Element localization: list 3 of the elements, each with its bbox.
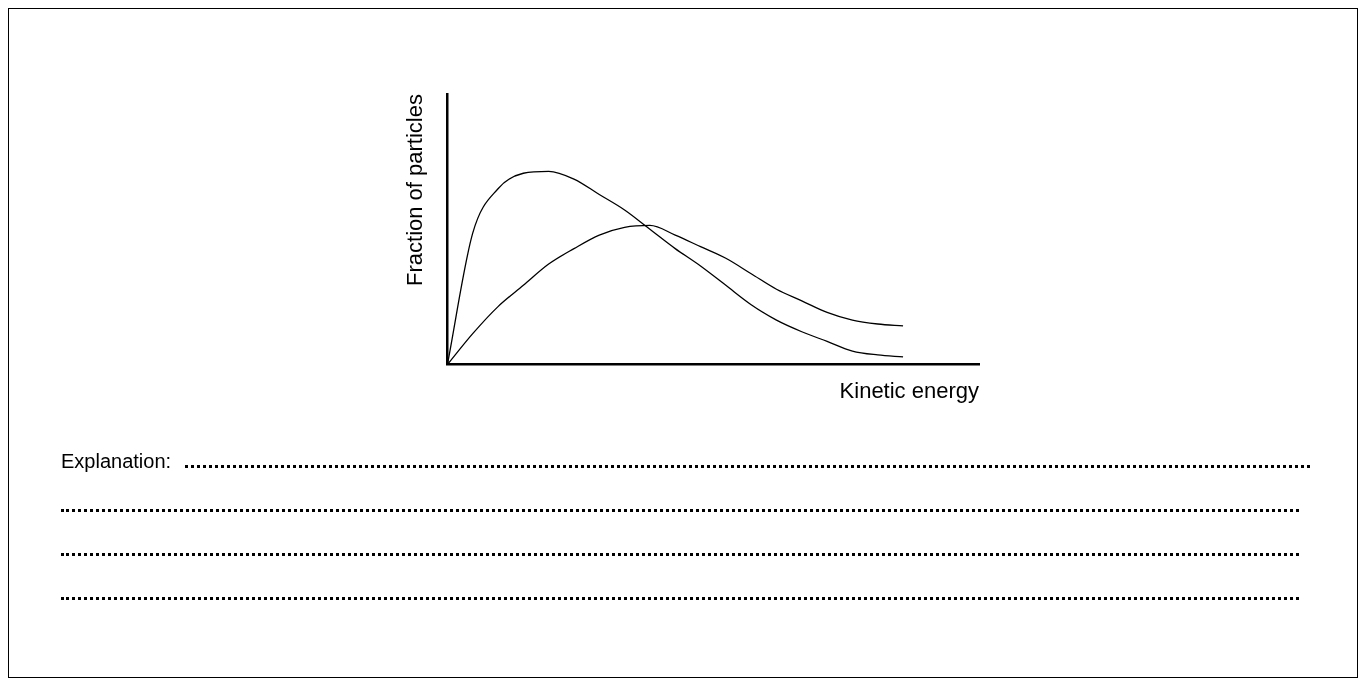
x-axis-title: Kinetic energy (839, 377, 979, 403)
text: Explanation: (61, 450, 172, 473)
y-axis-title: Fraction of particles (402, 94, 428, 286)
